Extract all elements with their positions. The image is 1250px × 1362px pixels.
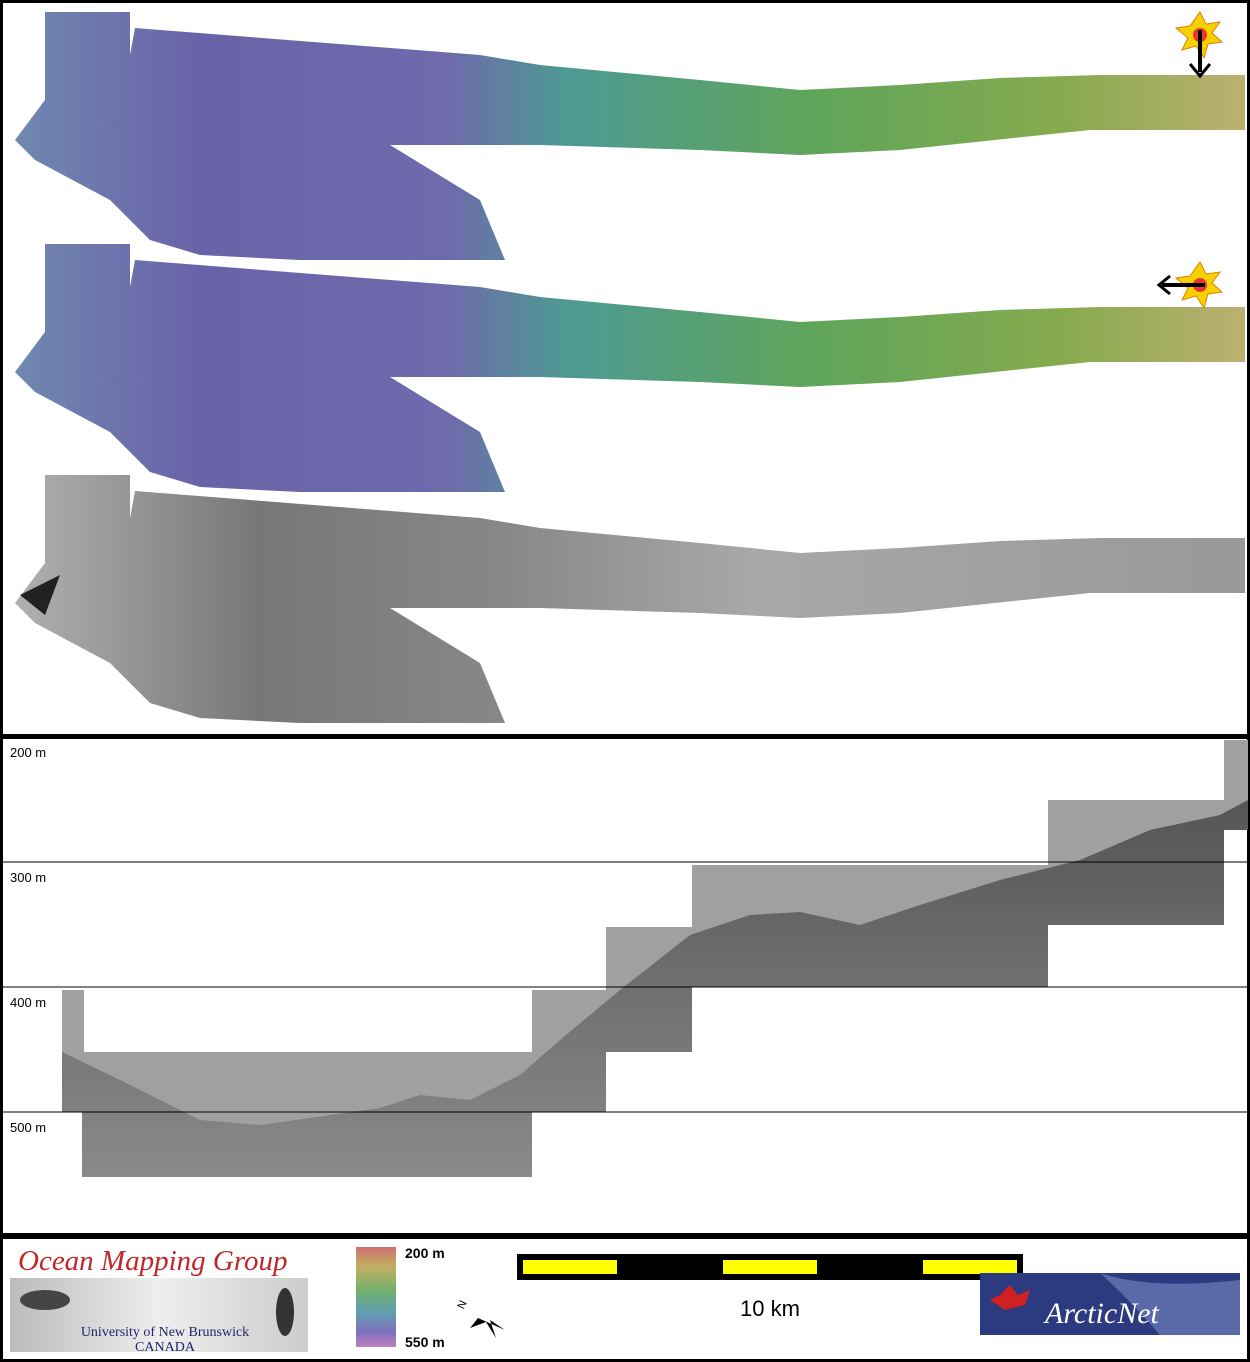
scale-label: 10 km bbox=[740, 1296, 800, 1321]
scale-bar-segment bbox=[523, 1260, 617, 1274]
logo-country: CANADA bbox=[135, 1340, 196, 1355]
backscatter-shadow bbox=[20, 575, 60, 615]
scale-bar-segment bbox=[723, 1260, 817, 1274]
logo-graphic bbox=[276, 1288, 294, 1336]
depth-label: 400 m bbox=[10, 995, 46, 1010]
seafloor-profile bbox=[62, 800, 1248, 1177]
depth-label: 200 m bbox=[10, 745, 46, 760]
sun-icon bbox=[1156, 261, 1224, 310]
colorbar-top-label: 200 m bbox=[405, 1245, 445, 1261]
logo-background bbox=[10, 1278, 308, 1352]
partner-name: ArcticNet bbox=[1043, 1297, 1160, 1330]
colorbar bbox=[356, 1247, 396, 1347]
depth-label: 500 m bbox=[10, 1120, 46, 1135]
scale-bar-segment bbox=[923, 1260, 1017, 1274]
colorbar-bottom-label: 550 m bbox=[405, 1334, 445, 1350]
logo-title: Ocean Mapping Group bbox=[18, 1245, 288, 1277]
depth-label: 300 m bbox=[10, 870, 46, 885]
logo-graphic bbox=[20, 1290, 70, 1310]
depth-grid bbox=[3, 861, 1247, 1113]
sun-icon bbox=[1174, 11, 1224, 79]
partner-logo-leaf bbox=[990, 1285, 1030, 1310]
partner-logo-map bbox=[1100, 1273, 1240, 1335]
logo-university: University of New Brunswick bbox=[81, 1325, 249, 1340]
